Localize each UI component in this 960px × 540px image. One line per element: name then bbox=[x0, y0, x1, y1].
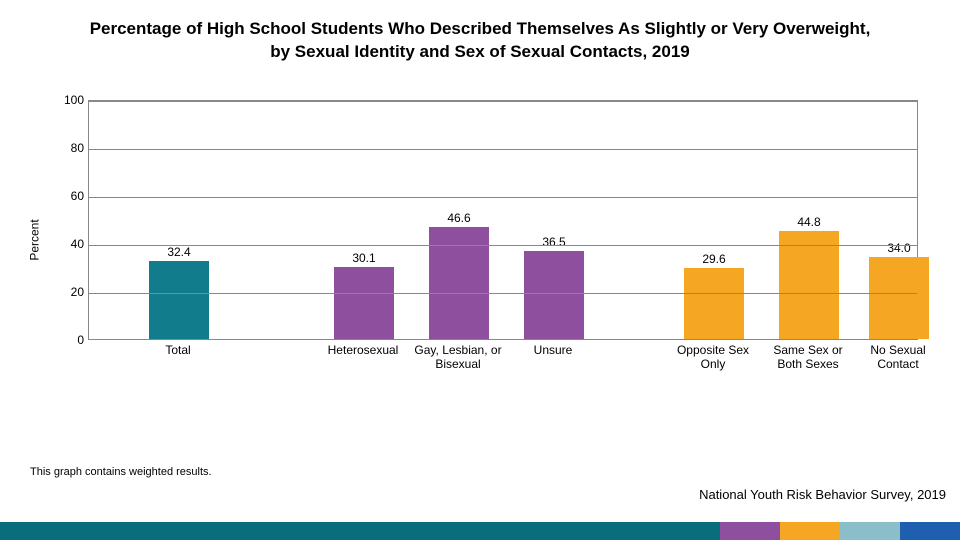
x-axis-labels: Total HeterosexualGay, Lesbian, or Bisexu… bbox=[88, 340, 918, 380]
footer-color-bar bbox=[0, 522, 960, 540]
bar: 30.1 bbox=[334, 267, 394, 339]
bar-value-label: 29.6 bbox=[684, 252, 744, 266]
grid-line bbox=[89, 149, 917, 150]
bar: 32.4 bbox=[149, 261, 209, 339]
x-category-label: Gay, Lesbian, or Bisexual bbox=[408, 344, 508, 372]
y-axis-label: Percent bbox=[28, 219, 42, 260]
footer-segment bbox=[900, 522, 960, 540]
plot-area: 32.430.146.636.529.644.834.0 bbox=[88, 100, 918, 340]
grid-line bbox=[89, 101, 917, 102]
footer-segment bbox=[720, 522, 780, 540]
grid-line bbox=[89, 245, 917, 246]
bar: 29.6 bbox=[684, 268, 744, 339]
x-category-label: Total bbox=[118, 344, 238, 358]
y-tick-label: 80 bbox=[60, 141, 84, 155]
bar-value-label: 30.1 bbox=[334, 251, 394, 265]
bar-value-label: 46.6 bbox=[429, 211, 489, 225]
bar-value-label: 34.0 bbox=[869, 241, 929, 255]
source-text: National Youth Risk Behavior Survey, 201… bbox=[699, 487, 946, 502]
bar: 44.8 bbox=[779, 231, 839, 339]
bar: 46.6 bbox=[429, 227, 489, 339]
footnote-text: This graph contains weighted results. bbox=[30, 466, 212, 478]
title-line-2: by Sexual Identity and Sex of Sexual Con… bbox=[270, 42, 689, 61]
x-category-label: Opposite Sex Only bbox=[668, 344, 758, 372]
y-tick-label: 40 bbox=[60, 237, 84, 251]
y-tick-label: 20 bbox=[60, 285, 84, 299]
title-line-1: Percentage of High School Students Who D… bbox=[90, 19, 871, 38]
y-tick-label: 60 bbox=[60, 189, 84, 203]
bars-layer: 32.430.146.636.529.644.834.0 bbox=[89, 101, 917, 339]
footer-segment bbox=[840, 522, 900, 540]
bar-value-label: 44.8 bbox=[779, 215, 839, 229]
chart-container: Percent 32.430.146.636.529.644.834.0 Tot… bbox=[48, 100, 918, 380]
grid-line bbox=[89, 293, 917, 294]
y-tick-label: 100 bbox=[60, 93, 84, 107]
bar-value-label: 32.4 bbox=[149, 245, 209, 259]
bar-value-label: 36.5 bbox=[524, 235, 584, 249]
x-category-label: Same Sex or Both Sexes bbox=[763, 344, 853, 372]
footer-segment bbox=[0, 522, 720, 540]
x-category-label: Heterosexual bbox=[318, 344, 408, 358]
y-tick-label: 0 bbox=[60, 333, 84, 347]
grid-line bbox=[89, 197, 917, 198]
chart-title: Percentage of High School Students Who D… bbox=[0, 0, 960, 64]
bar: 36.5 bbox=[524, 251, 584, 339]
footer-segment bbox=[780, 522, 840, 540]
x-category-label: Unsure bbox=[508, 344, 598, 358]
bar: 34.0 bbox=[869, 257, 929, 339]
x-category-label: No Sexual Contact bbox=[858, 344, 938, 372]
